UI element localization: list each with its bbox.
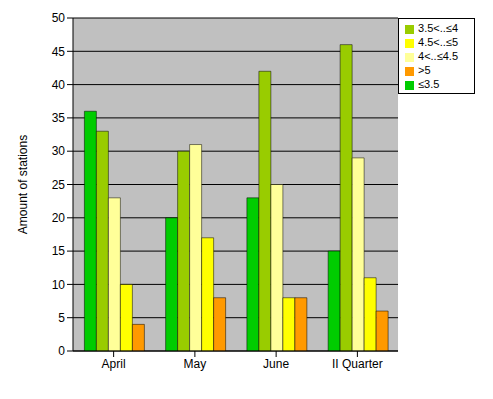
svg-text:20: 20 xyxy=(52,211,66,225)
svg-text:30: 30 xyxy=(52,144,66,158)
html-text:>5: >5 xyxy=(418,64,431,76)
svg-text:5: 5 xyxy=(58,311,65,325)
svg-text:25: 25 xyxy=(52,178,66,192)
svg-text:15: 15 xyxy=(52,244,66,258)
svg-text:10: 10 xyxy=(52,278,66,292)
svg-text:June: June xyxy=(263,357,289,371)
svg-text:April: April xyxy=(102,357,126,371)
html-text:4<..≤4.5: 4<..≤4.5 xyxy=(418,50,458,62)
svg-text:May: May xyxy=(184,357,207,371)
html-text:≤3.5: ≤3.5 xyxy=(418,78,440,90)
svg-text:50: 50 xyxy=(52,11,66,25)
svg-text:45: 45 xyxy=(52,45,66,59)
svg-text:0: 0 xyxy=(58,344,65,358)
html-text:4.5<..≤5: 4.5<..≤5 xyxy=(418,36,458,48)
svg-text:Amount of stations: Amount of stations xyxy=(16,135,30,234)
svg-text:40: 40 xyxy=(52,78,66,92)
svg-text:II Quarter: II Quarter xyxy=(332,357,383,371)
svg-text:35: 35 xyxy=(52,111,66,125)
html-text:3.5<..≤4: 3.5<..≤4 xyxy=(418,22,458,34)
